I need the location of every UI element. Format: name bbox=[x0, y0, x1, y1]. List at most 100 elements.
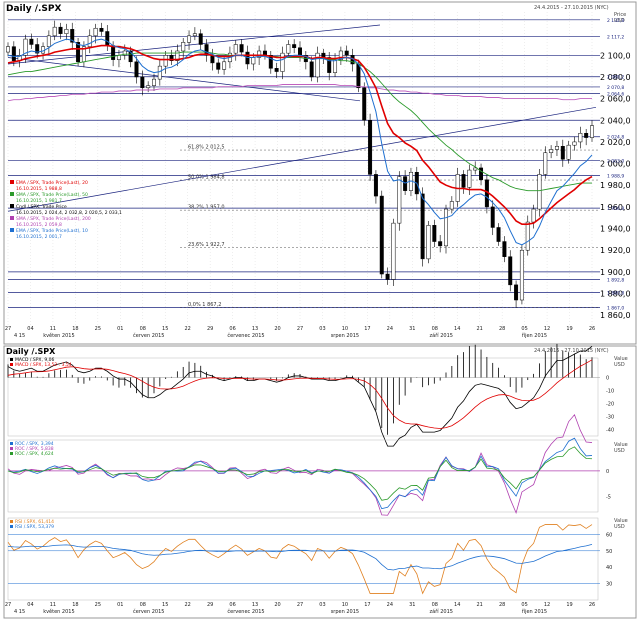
x-day-label: 14 bbox=[454, 326, 460, 332]
roc-axis-title: Value bbox=[614, 442, 628, 448]
x-day-label: 04 bbox=[27, 326, 33, 332]
x-month-label: 4 15 bbox=[14, 333, 25, 339]
x-day-label: 11 bbox=[50, 602, 56, 608]
level-label: 1 956,8 bbox=[607, 206, 624, 212]
level-label: 2 070,8 bbox=[607, 85, 624, 91]
candle-body bbox=[578, 133, 583, 143]
candle-body bbox=[554, 146, 559, 150]
candle-body bbox=[204, 44, 209, 56]
candle-body bbox=[105, 31, 110, 46]
candle-body bbox=[23, 38, 28, 56]
candle-body bbox=[385, 273, 390, 280]
level-label: 2 132,8 bbox=[607, 18, 624, 24]
legend-text: EMA /.SPX, Trade Price(Last), 20 bbox=[16, 180, 88, 186]
x-day-label: 20 bbox=[274, 602, 280, 608]
x-day-label: 05 bbox=[521, 326, 527, 332]
fib-label: 61,8% 2 012,5 bbox=[188, 145, 225, 151]
candle-body bbox=[531, 208, 536, 223]
candle-body bbox=[432, 225, 437, 242]
x-day-label: 20 bbox=[274, 326, 280, 332]
rsi-y-tick: 40 bbox=[606, 565, 612, 571]
candle-body bbox=[76, 42, 81, 63]
candle-body bbox=[46, 35, 51, 47]
candle-body bbox=[268, 55, 273, 69]
y-tick-label: 1 920,0 bbox=[600, 246, 631, 255]
x-month-label: červen 2015 bbox=[133, 332, 164, 339]
y-tick-label: 2 080,0 bbox=[600, 73, 631, 82]
x-day-label: 28 bbox=[499, 326, 505, 332]
candle-body bbox=[233, 44, 238, 54]
roc1-line bbox=[7, 437, 593, 510]
sma50-line bbox=[7, 51, 592, 192]
x-day-label: 05 bbox=[521, 602, 527, 608]
price-panel-daterange: 24.4.2015 - 27.10.2015 (NYC) bbox=[534, 5, 609, 11]
rsi2-line bbox=[7, 544, 593, 571]
x-day-label: 11 bbox=[50, 326, 56, 332]
legend-swatch bbox=[10, 204, 14, 208]
x-day-label: 13 bbox=[252, 602, 258, 608]
candle-body bbox=[29, 38, 34, 45]
legend-text: SMA /.SPX, Trade Price(Last), 200 bbox=[16, 216, 91, 222]
x-month-label: srpen 2015 bbox=[331, 333, 359, 339]
x-day-label: 25 bbox=[95, 326, 101, 332]
x-day-label: 10 bbox=[342, 326, 348, 332]
macd-legend-text: MACD /.SPX, 9,06 bbox=[15, 357, 55, 363]
legend-text: 16.10.2015, 1 981,7 bbox=[16, 198, 62, 204]
x-day-label: 24 bbox=[387, 326, 393, 332]
candle-body bbox=[473, 167, 478, 171]
candle-body bbox=[496, 227, 501, 242]
x-day-label: 31 bbox=[409, 326, 415, 332]
candle-body bbox=[444, 208, 448, 247]
candle-body bbox=[502, 241, 507, 257]
macd-y-tick: -10 bbox=[606, 389, 614, 395]
y-tick-label: 1 860,0 bbox=[600, 311, 631, 320]
candle-body bbox=[537, 174, 542, 210]
candle-body bbox=[192, 33, 197, 37]
candle-body bbox=[111, 45, 116, 60]
sma200-line bbox=[7, 84, 592, 102]
x-day-label: 15 bbox=[162, 602, 168, 608]
x-axis-top: 27 04 11 18 25 01 08 15 22 29 06 13 20 27 03 10 17 24 31 08… bbox=[5, 326, 595, 339]
level-label: 1 880,8 bbox=[607, 291, 624, 297]
candle-body bbox=[391, 222, 396, 280]
x-day-label: 08 bbox=[140, 602, 146, 608]
candle-body bbox=[210, 55, 215, 64]
candle-body bbox=[461, 174, 466, 188]
level-label: 1 988,9 bbox=[607, 174, 624, 180]
level-label: 2 024,8 bbox=[607, 135, 624, 141]
x-month-label: září 2015 bbox=[430, 332, 453, 339]
rsi-frame bbox=[7, 517, 599, 601]
x-month-label: říjen 2015 bbox=[522, 332, 547, 339]
rsi-legend-swatch bbox=[10, 525, 13, 528]
x-day-label: 08 bbox=[432, 326, 438, 332]
candle-body bbox=[128, 50, 133, 63]
x-day-label: 31 bbox=[409, 602, 415, 608]
x-day-label: 06 bbox=[229, 602, 235, 608]
roc-legend-text: ROC /.SPX, 3,394 bbox=[15, 441, 54, 447]
x-month-label: září 2015 bbox=[430, 608, 453, 615]
candle-body bbox=[134, 61, 139, 78]
candle-body bbox=[52, 26, 57, 37]
candle-body bbox=[426, 225, 431, 260]
x-day-label: 27 bbox=[297, 326, 303, 332]
legend-text: 16.10.2015, 2 059,8 bbox=[16, 222, 62, 228]
y-tick-label: 2 000,0 bbox=[600, 160, 631, 169]
candle-body bbox=[584, 133, 589, 138]
fib-label: 23,6% 1 922,7 bbox=[188, 242, 225, 248]
candle-body bbox=[438, 241, 443, 247]
x-day-label: 29 bbox=[207, 326, 213, 332]
legend-text: EMA /.SPX, Trade Price(Last), 10 bbox=[16, 228, 88, 234]
level-label: 1 892,8 bbox=[607, 278, 624, 284]
legend-text: Cndl /.SPX, Trade Price bbox=[16, 204, 67, 210]
x-day-label: 06 bbox=[229, 326, 235, 332]
rsi-axis-currency: USD bbox=[614, 524, 625, 530]
x-day-label: 14 bbox=[454, 602, 460, 608]
candle-body bbox=[572, 141, 577, 146]
candle-body bbox=[35, 44, 40, 54]
legend-swatch bbox=[10, 192, 14, 196]
y-tick-label: 2 040,0 bbox=[600, 116, 631, 125]
candle-body bbox=[525, 221, 530, 251]
legend-text: 16.10.2015, 2 001,7 bbox=[16, 234, 62, 240]
level-label: 2 003,0 bbox=[607, 159, 624, 165]
